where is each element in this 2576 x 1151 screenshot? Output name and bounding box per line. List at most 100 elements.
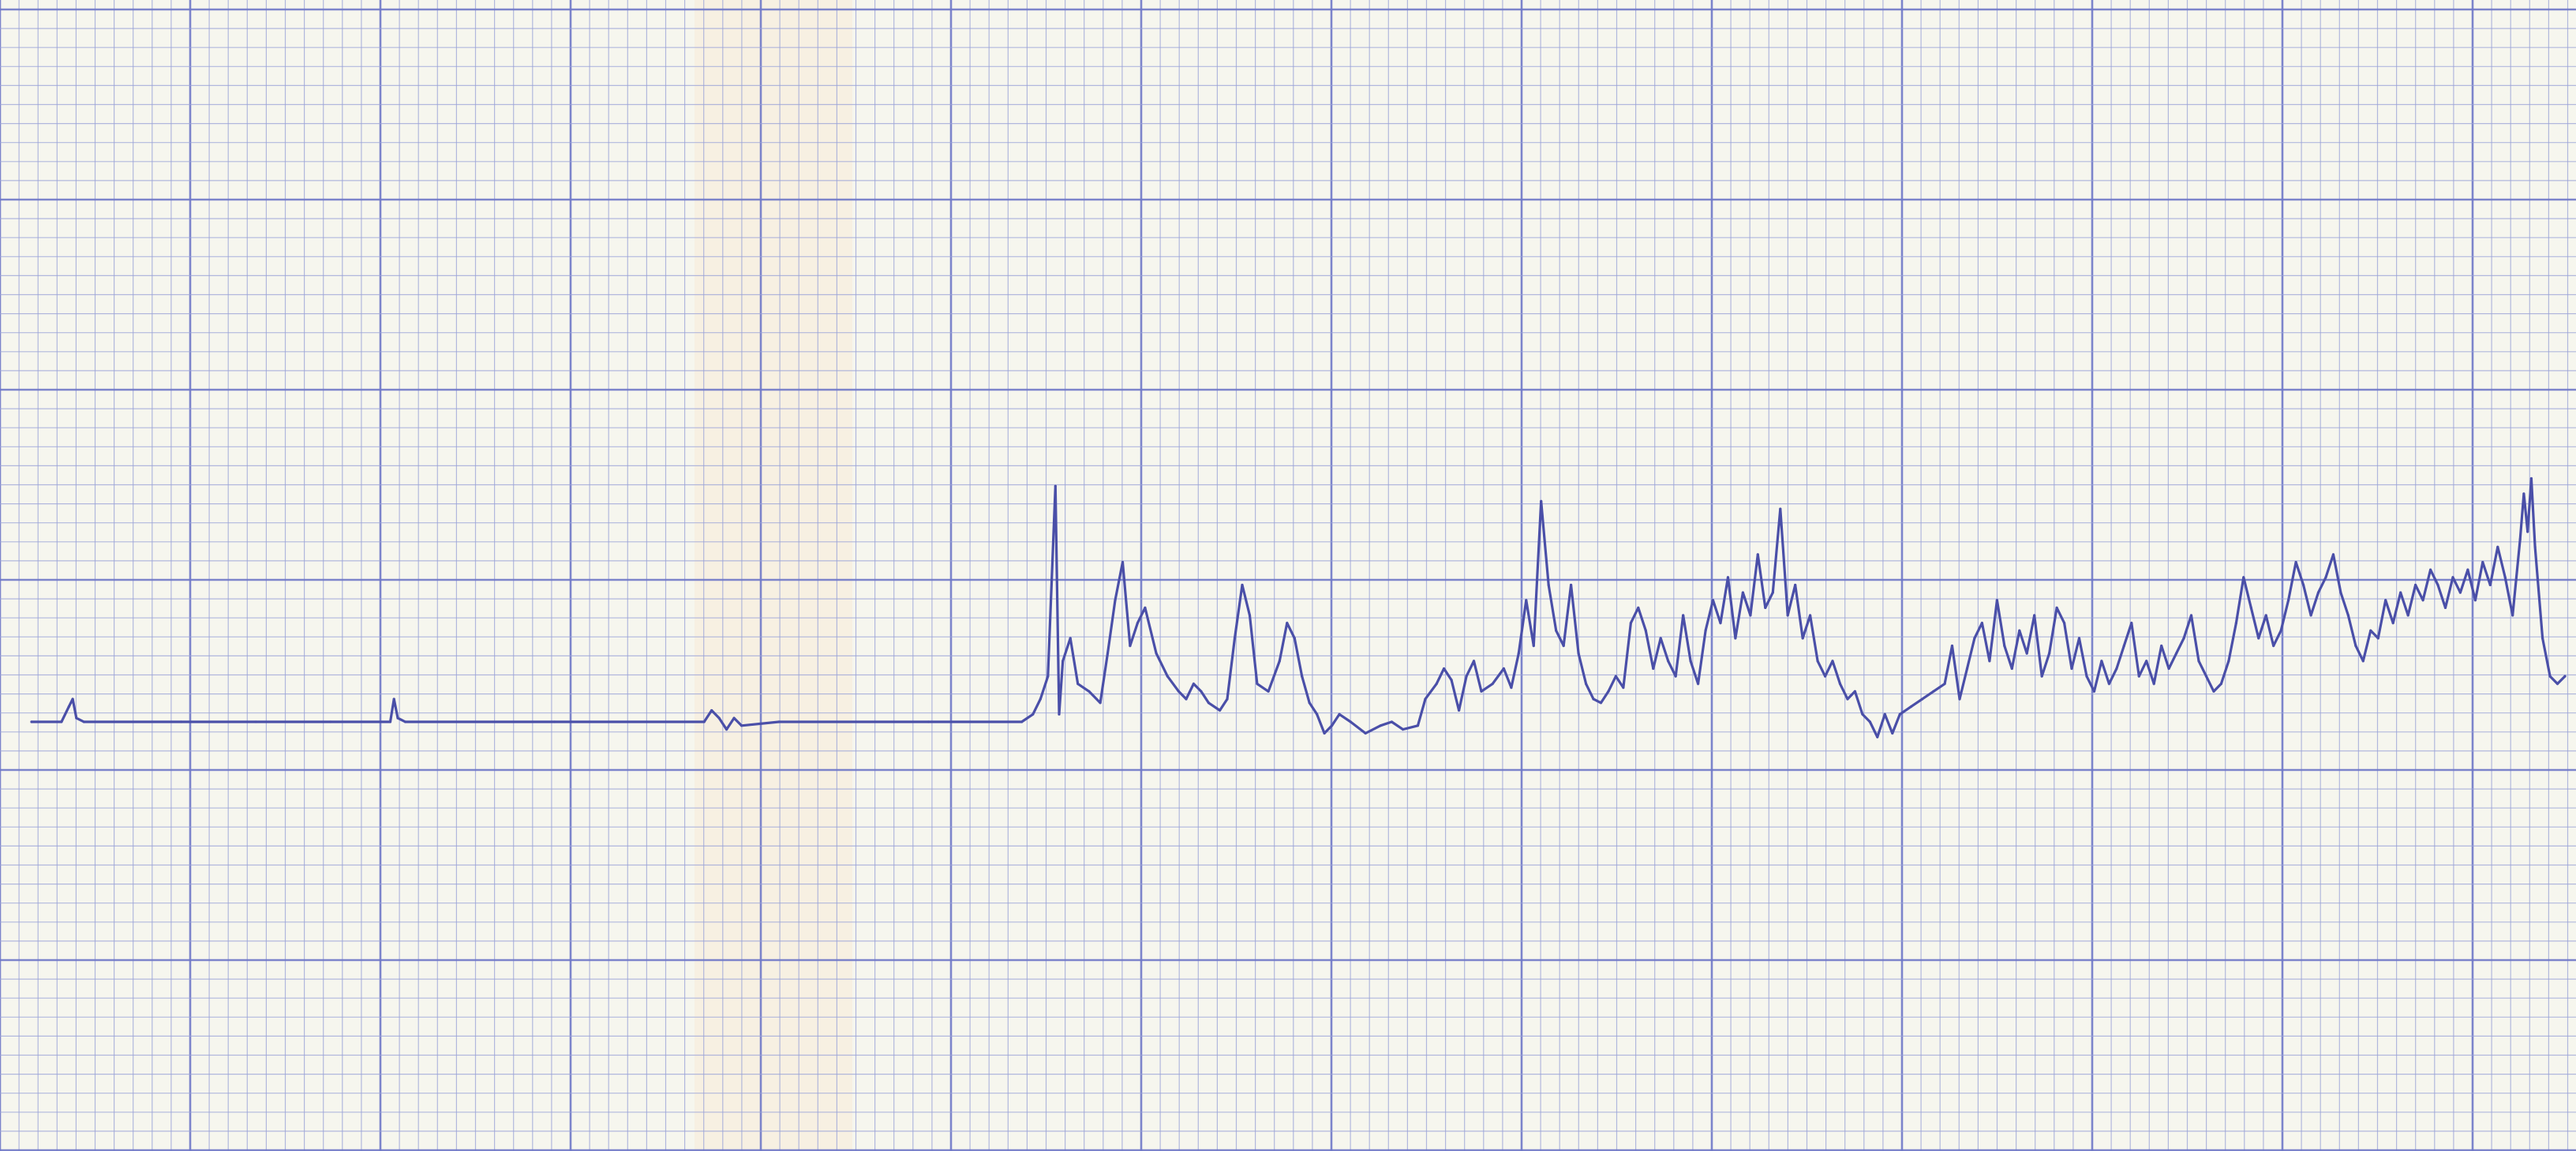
data-point: [2175, 652, 2178, 655]
data-point: [1338, 712, 1341, 716]
data-point: [1424, 697, 1427, 701]
data-point: [30, 720, 33, 723]
data-point: [403, 720, 407, 723]
data-point: [1061, 660, 1065, 663]
data-point: [1749, 614, 1752, 617]
data-point: [1032, 712, 1035, 716]
data-point: [717, 716, 721, 719]
data-point: [1293, 637, 1296, 640]
data-point: [1185, 697, 1188, 701]
data-point: [1443, 667, 1446, 671]
data-point: [1088, 689, 1091, 693]
data-point: [1726, 576, 1730, 579]
data-point: [1555, 629, 1558, 632]
data-point: [1502, 667, 1505, 671]
data-point: [2503, 576, 2507, 579]
data-point: [1599, 701, 1603, 704]
data-point: [329, 720, 332, 723]
data-point: [2376, 637, 2379, 640]
data-point: [1248, 614, 1252, 617]
data-point: [2077, 637, 2081, 640]
data-point: [1883, 712, 1886, 716]
data-point: [2316, 591, 2320, 594]
data-point: [1809, 614, 1812, 617]
data-point: [1129, 645, 1132, 648]
data-point: [2003, 645, 2006, 648]
data-point: [1570, 583, 1573, 587]
data-point: [1207, 701, 1210, 704]
data-point: [1921, 697, 1924, 701]
data-point: [1480, 689, 1483, 693]
data-point: [2249, 606, 2252, 610]
series-line-0: [30, 476, 2567, 738]
data-point: [2167, 667, 2170, 671]
data-point: [2354, 645, 2357, 648]
data-point: [2122, 645, 2125, 648]
data-point: [1267, 689, 1270, 693]
data-point: [1540, 499, 1543, 503]
data-point: [2496, 545, 2499, 548]
data-point: [2272, 645, 2275, 648]
data-point: [1592, 697, 1595, 701]
data-point: [254, 720, 257, 723]
data-point: [1316, 712, 1319, 716]
data-point: [2481, 561, 2484, 564]
data-point: [927, 720, 930, 723]
data-point: [1106, 652, 1110, 655]
data-point: [1794, 583, 1797, 587]
data-point: [1988, 660, 1991, 663]
data-point: [1876, 735, 1879, 738]
data-point: [2100, 660, 2103, 663]
data-point: [2511, 614, 2514, 617]
data-point: [1416, 724, 1420, 727]
data-point: [1510, 686, 1513, 689]
data-point: [2346, 614, 2349, 617]
data-point: [1136, 622, 1139, 625]
data-point: [2541, 637, 2544, 640]
data-point: [2473, 599, 2477, 602]
data-point: [388, 720, 392, 723]
data-point: [2264, 614, 2267, 617]
data-point: [2040, 675, 2043, 678]
data-point: [1734, 637, 1737, 640]
data-point: [2533, 545, 2537, 548]
data-point: [1114, 599, 1117, 602]
data-point: [1682, 614, 1685, 617]
data-point: [1652, 667, 1655, 671]
data-point: [1278, 660, 1281, 663]
data-point: [2294, 561, 2297, 564]
data-point: [1973, 637, 1976, 640]
data-point: [1435, 682, 1438, 686]
data-point: [2257, 637, 2260, 640]
data-point: [2384, 599, 2387, 602]
data-point: [1177, 689, 1181, 693]
data-point: [2010, 667, 2013, 671]
data-point: [2137, 675, 2140, 678]
data-point: [777, 720, 781, 723]
data-point: [2522, 492, 2525, 495]
data-point: [1614, 675, 1617, 678]
data-point: [1950, 645, 1954, 648]
data-point: [1166, 675, 1169, 678]
data-point: [1450, 678, 1453, 682]
data-point: [1689, 660, 1692, 663]
data-point: [1622, 686, 1625, 689]
data-point: [2443, 606, 2447, 610]
data-point: [2436, 583, 2439, 587]
data-point: [710, 708, 713, 712]
data-point: [67, 705, 70, 708]
data-point: [2182, 637, 2185, 640]
data-point: [1200, 689, 1203, 693]
data-point: [2339, 591, 2342, 594]
data-point: [1704, 629, 1707, 632]
data-point: [1458, 708, 1461, 712]
data-point: [2399, 591, 2402, 594]
data-point: [2063, 622, 2066, 625]
data-point: [2107, 682, 2110, 686]
data-point: [2085, 675, 2088, 678]
data-point: [1562, 645, 1565, 648]
data-point: [2234, 622, 2237, 625]
data-point: [1771, 591, 1774, 594]
data-point: [2033, 614, 2036, 617]
data-point: [1379, 724, 1382, 727]
